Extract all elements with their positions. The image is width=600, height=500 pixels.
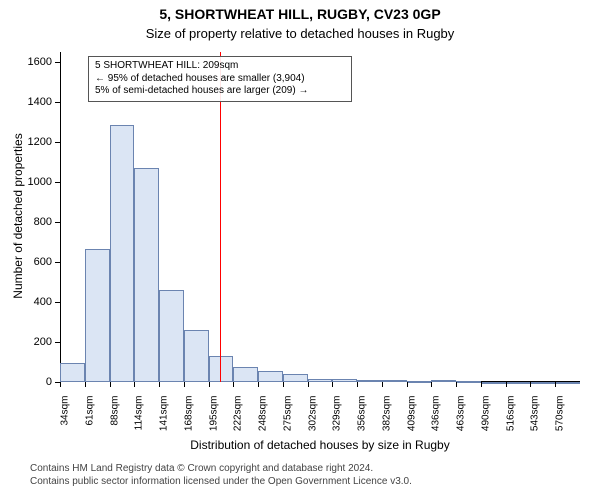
reference-line: [220, 52, 221, 382]
y-tick-mark: [55, 262, 60, 263]
x-tick-label: 382sqm: [381, 396, 392, 451]
plot-area: [60, 52, 580, 382]
histogram-bar: [506, 382, 531, 384]
x-tick-mark: [308, 382, 309, 387]
x-tick-mark: [233, 382, 234, 387]
x-tick-mark: [60, 382, 61, 387]
y-tick-label: 600: [20, 256, 52, 268]
x-tick-label: 436sqm: [431, 396, 442, 451]
x-tick-mark: [357, 382, 358, 387]
histogram-bar: [431, 380, 456, 382]
y-tick-mark: [55, 142, 60, 143]
footer-line2: Contains public sector information licen…: [30, 475, 412, 488]
histogram-bar: [332, 379, 357, 382]
y-tick-label: 400: [20, 296, 52, 308]
y-tick-label: 800: [20, 216, 52, 228]
x-tick-label: 141sqm: [159, 396, 170, 451]
footer-line1: Contains HM Land Registry data © Crown c…: [30, 462, 412, 475]
x-tick-label: 222sqm: [233, 396, 244, 451]
x-tick-label: 168sqm: [183, 396, 194, 451]
x-tick-mark: [110, 382, 111, 387]
y-tick-label: 1400: [20, 96, 52, 108]
x-tick-mark: [283, 382, 284, 387]
x-tick-label: 248sqm: [258, 396, 269, 451]
histogram-bar: [233, 367, 258, 382]
x-tick-label: 463sqm: [456, 396, 467, 451]
histogram-bar: [357, 380, 382, 382]
y-tick-label: 1000: [20, 176, 52, 188]
chart-title: 5, SHORTWHEAT HILL, RUGBY, CV23 0GP: [0, 6, 600, 22]
histogram-bar: [530, 382, 555, 384]
y-tick-mark: [55, 222, 60, 223]
histogram-bar: [308, 379, 333, 382]
y-tick-label: 0: [20, 376, 52, 388]
histogram-bar: [85, 249, 110, 382]
histogram-bar: [184, 330, 209, 382]
chart-container: 5, SHORTWHEAT HILL, RUGBY, CV23 0GP Size…: [0, 0, 600, 500]
x-tick-mark: [332, 382, 333, 387]
x-tick-mark: [431, 382, 432, 387]
x-tick-label: 409sqm: [406, 396, 417, 451]
x-tick-mark: [407, 382, 408, 387]
histogram-bar: [110, 125, 135, 382]
x-tick-label: 114sqm: [134, 396, 145, 451]
x-tick-label: 34sqm: [60, 396, 71, 451]
annotation-line3: 5% of semi-detached houses are larger (2…: [95, 85, 345, 98]
y-tick-label: 200: [20, 336, 52, 348]
x-tick-label: 543sqm: [530, 396, 541, 451]
histogram-bar: [60, 363, 85, 382]
histogram-bar: [258, 371, 283, 382]
x-tick-mark: [481, 382, 482, 387]
x-tick-label: 570sqm: [555, 396, 566, 451]
histogram-bar: [456, 381, 481, 383]
histogram-bar: [481, 382, 506, 384]
x-tick-mark: [506, 382, 507, 387]
x-tick-label: 356sqm: [357, 396, 368, 451]
x-tick-mark: [159, 382, 160, 387]
annotation-line1: 5 SHORTWHEAT HILL: 209sqm: [95, 60, 345, 73]
x-tick-label: 516sqm: [505, 396, 516, 451]
y-tick-mark: [55, 182, 60, 183]
x-tick-mark: [555, 382, 556, 387]
x-tick-label: 195sqm: [208, 396, 219, 451]
histogram-bar: [407, 381, 432, 383]
y-tick-label: 1600: [20, 56, 52, 68]
y-tick-mark: [55, 62, 60, 63]
x-tick-label: 329sqm: [332, 396, 343, 451]
chart-subtitle: Size of property relative to detached ho…: [0, 26, 600, 41]
annotation-line2: ← 95% of detached houses are smaller (3,…: [95, 73, 345, 86]
x-tick-label: 275sqm: [282, 396, 293, 451]
histogram-bar: [283, 374, 308, 382]
x-tick-label: 88sqm: [109, 396, 120, 451]
y-tick-label: 1200: [20, 136, 52, 148]
x-tick-label: 490sqm: [480, 396, 491, 451]
y-tick-mark: [55, 102, 60, 103]
histogram-bar: [382, 380, 407, 382]
x-tick-mark: [530, 382, 531, 387]
x-tick-label: 61sqm: [84, 396, 95, 451]
x-tick-mark: [258, 382, 259, 387]
y-axis-line: [60, 52, 61, 382]
histogram-bar: [134, 168, 159, 382]
y-tick-mark: [55, 302, 60, 303]
x-tick-mark: [382, 382, 383, 387]
histogram-bar: [159, 290, 184, 382]
x-tick-mark: [85, 382, 86, 387]
footer-note: Contains HM Land Registry data © Crown c…: [30, 462, 412, 488]
x-tick-label: 302sqm: [307, 396, 318, 451]
annotation-box: 5 SHORTWHEAT HILL: 209sqm ← 95% of detac…: [88, 56, 352, 102]
histogram-bar: [555, 382, 580, 384]
x-tick-mark: [456, 382, 457, 387]
x-tick-mark: [209, 382, 210, 387]
x-tick-mark: [184, 382, 185, 387]
x-tick-mark: [134, 382, 135, 387]
y-tick-mark: [55, 342, 60, 343]
